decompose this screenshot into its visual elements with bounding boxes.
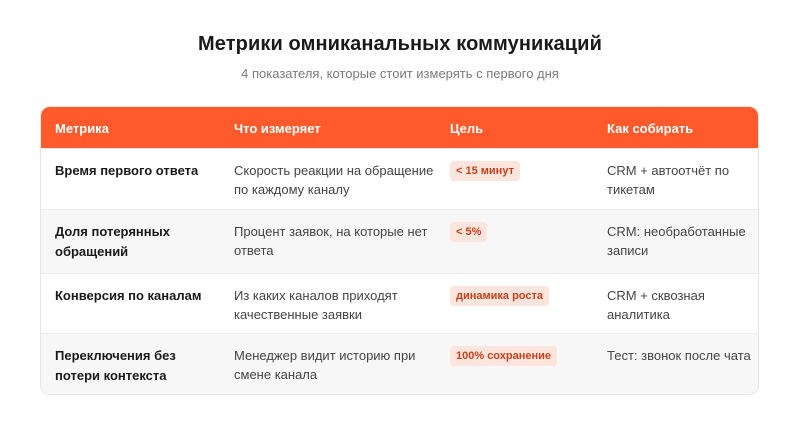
metrics-table: Метрика Что измеряет Цель Как собирать В… (40, 106, 759, 395)
metric-name: Доля потерянных обращений (55, 224, 170, 259)
table-row: Доля потерянных обращений Процент заявок… (41, 209, 758, 273)
table-row: Время первого ответа Скорость реакции на… (41, 148, 758, 209)
collection-method: CRM: необработанные записи (607, 224, 746, 258)
page-title: Метрики омниканальных коммуникаций (198, 33, 602, 55)
page-subtitle: 4 показателя, которые стоит измерять с п… (241, 66, 559, 81)
table-header: Метрика Что измеряет Цель Как собирать (41, 107, 758, 148)
metric-name: Время первого ответа (55, 163, 199, 178)
collection-method: CRM + сквозная аналитика (607, 288, 705, 322)
table-row: Переключения без потери контекста Менедж… (41, 333, 758, 394)
metric-description: Скорость реакции на обращение по каждому… (234, 163, 434, 197)
metric-name: Переключения без потери контекста (55, 348, 176, 383)
metric-description: Менеджер видит историю при смене канала (234, 348, 416, 382)
metric-description: Процент заявок, на которые нет ответа (234, 224, 428, 258)
column-header-metric: Метрика (55, 121, 109, 136)
column-header-target: Цель (450, 121, 484, 136)
collection-method: CRM + автоотчёт по тикетам (607, 163, 730, 197)
metric-description: Из каких каналов приходят качественные з… (234, 288, 398, 322)
table-row: Конверсия по каналам Из каких каналов пр… (41, 273, 758, 333)
collection-method: Тест: звонок после чата (607, 348, 751, 363)
column-header-collect: Как собирать (607, 121, 694, 136)
target-badge: 100% сохранение (450, 346, 557, 366)
target-badge: динамика роста (450, 286, 550, 306)
metric-name: Конверсия по каналам (55, 288, 202, 303)
target-badge: < 5% (450, 222, 488, 242)
column-header-measures: Что измеряет (234, 121, 321, 136)
target-badge: < 15 минут (450, 161, 520, 181)
